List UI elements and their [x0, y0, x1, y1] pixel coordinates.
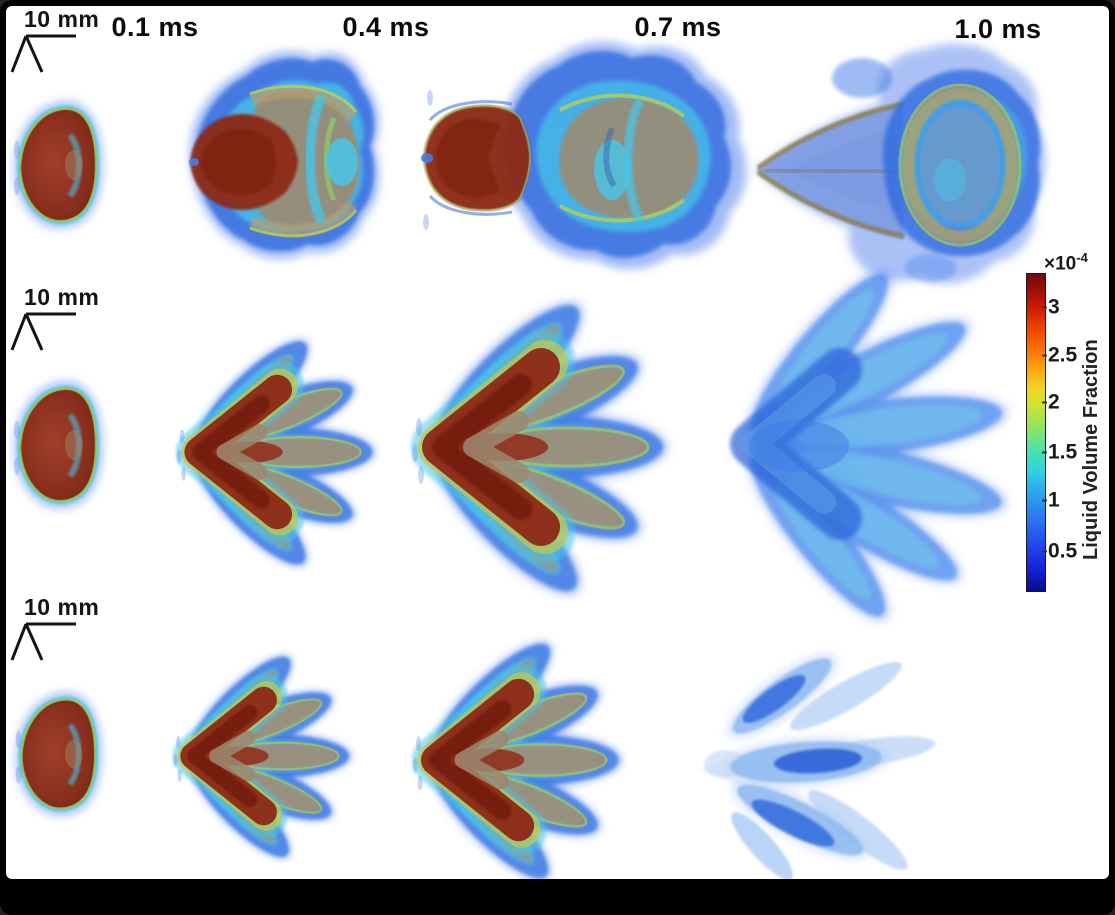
colorbar-tick-1-5: 1.5	[1048, 440, 1078, 464]
time-label-0-7ms: 0.7 ms	[634, 12, 722, 42]
colorbar-exponent: ×10-4	[1044, 250, 1088, 275]
plume-row1-t1.0ms	[756, 43, 1046, 284]
plume-row2-t0.7ms	[412, 282, 668, 614]
plume-row1-t0.7ms	[421, 41, 747, 270]
colorbar: ×10-4 3 2.5 2 1.5 1 0.5 Liquid Volume Fr…	[1014, 246, 1114, 606]
plume-row2-t1.0ms	[729, 253, 1015, 637]
plume-row1-t0.1ms	[14, 101, 103, 229]
time-label-1-0ms: 1.0 ms	[954, 14, 1042, 44]
scale-bar-label: 10 mm	[24, 284, 100, 310]
colorbar-tick-3: 3	[1048, 295, 1060, 319]
colorbar-tick-2-5: 2.5	[1048, 343, 1078, 367]
colorbar-exponent-base: ×10	[1044, 253, 1077, 275]
colorbar-tick-1: 1	[1048, 488, 1060, 512]
time-label-0-1ms: 0.1 ms	[111, 12, 199, 42]
plume-row3-t1.0ms	[700, 653, 936, 879]
plume-row2-t0.4ms	[177, 324, 377, 583]
scale-bar-label: 10 mm	[24, 594, 100, 620]
colorbar-title: Liquid Volume Fraction	[1080, 339, 1102, 561]
time-label-0-4ms: 0.4 ms	[342, 12, 430, 42]
colorbar-gradient	[1026, 273, 1046, 592]
axis-triad-icon	[10, 34, 76, 73]
colorbar-tick-2: 2	[1048, 390, 1060, 414]
plume-renderings	[6, 41, 1046, 879]
plume-row1-t0.4ms	[189, 51, 380, 260]
axis-triad-icon	[10, 312, 76, 351]
scale-marker-row3: 10 mm	[8, 594, 99, 668]
figure-panel	[6, 6, 1109, 879]
plume-row3-t0.4ms	[173, 641, 352, 873]
scale-bar-label: 10 mm	[24, 6, 100, 32]
plume-row3-t0.1ms	[16, 692, 102, 817]
plume-row3-t0.7ms	[413, 625, 623, 879]
plume-row2-t0.1ms	[14, 381, 103, 509]
axis-triad-icon	[10, 622, 76, 661]
colorbar-exponent-power: -4	[1076, 250, 1088, 265]
scale-marker-row2: 10 mm	[8, 284, 99, 358]
colorbar-tick-0-5: 0.5	[1048, 539, 1078, 563]
scale-marker-row1: 10 mm	[8, 6, 99, 80]
